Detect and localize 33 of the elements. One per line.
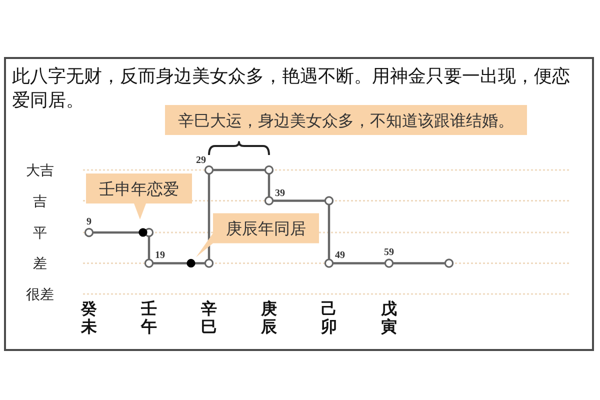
point [444,258,454,268]
annotation: 39 [275,188,285,199]
x-tick-label: 辛巳 [200,300,217,336]
point [384,258,394,268]
ref-line-label: 吉 [33,194,47,210]
point [324,196,334,206]
x-tick-label: 庚辰 [260,300,278,336]
point [138,228,148,237]
annotation: 59 [384,247,394,258]
point [84,228,94,238]
annotation: 辛巳大运，身边美女众多，不知道该跟谁结婚。 [178,112,514,130]
annotation: 庚辰年同居 [226,220,306,238]
annotation: 29 [196,155,206,166]
ref-line-label: 差 [33,256,47,272]
ref-line-label: 很差 [26,287,54,303]
point [204,165,214,175]
annotation: 壬申年恋爱 [99,180,179,198]
ref-line-label: 平 [33,226,47,242]
point [264,196,274,206]
point [324,258,334,268]
ref-line-label: 大吉 [26,163,54,179]
point [264,165,274,175]
point [144,258,154,268]
chart-title: 此八字无财，反而身边美女众多，艳遇不断。用神金只要一出现，便恋爱同居。 [12,65,571,112]
x-tick-label: 癸未 [80,300,97,336]
x-tick-label: 己卯 [320,301,337,336]
annotation: 19 [155,250,165,262]
annotation: 49 [335,250,345,262]
x-tick-label: 戊寅 [380,300,397,336]
x-tick-label: 壬午 [140,300,157,336]
point [204,258,214,268]
point [186,258,196,268]
annotation: 9 [86,216,92,228]
